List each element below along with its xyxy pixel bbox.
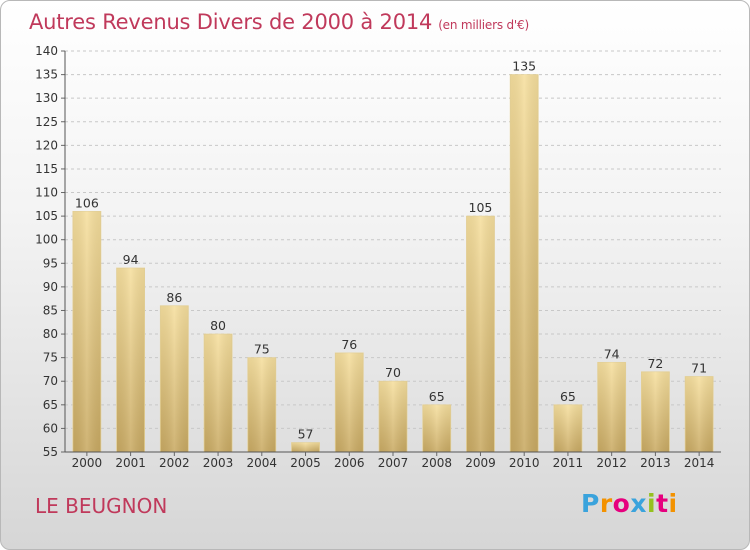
value-label-2014: 71 <box>691 361 707 376</box>
bar-shade-2005 <box>291 442 320 452</box>
value-label-2001: 94 <box>123 252 139 267</box>
value-label-2009: 105 <box>469 200 493 215</box>
x-tick-label-2014: 2014 <box>684 456 715 470</box>
y-tick-label: 55 <box>43 445 58 459</box>
x-tick-label-2005: 2005 <box>290 456 321 470</box>
y-tick-label: 80 <box>43 327 58 341</box>
x-tick-label-2002: 2002 <box>159 456 190 470</box>
x-tick-label-2012: 2012 <box>596 456 627 470</box>
x-tick-label-2007: 2007 <box>378 456 409 470</box>
y-tick-label: 105 <box>35 209 58 223</box>
value-label-2013: 72 <box>647 356 663 371</box>
y-tick-label: 115 <box>35 162 58 176</box>
value-label-2007: 70 <box>385 365 401 380</box>
x-tick-label-2000: 2000 <box>72 456 103 470</box>
x-tick-label-2001: 2001 <box>115 456 146 470</box>
value-label-2002: 86 <box>166 290 182 305</box>
y-tick-label: 95 <box>43 256 58 270</box>
y-tick-label: 100 <box>35 233 58 247</box>
value-label-2012: 74 <box>604 346 620 361</box>
bar-shade-2011 <box>553 404 582 452</box>
y-tick-label: 110 <box>35 186 58 200</box>
x-tick-label-2009: 2009 <box>465 456 496 470</box>
value-label-2003: 80 <box>210 318 226 333</box>
bar-shade-2001 <box>116 268 145 452</box>
proxiti-logo: Proxiti <box>581 489 678 518</box>
y-tick-label: 140 <box>35 44 58 58</box>
value-label-2008: 65 <box>429 389 445 404</box>
bar-shade-2008 <box>422 404 451 452</box>
y-tick-label: 65 <box>43 398 58 412</box>
bar-shade-2009 <box>466 216 495 452</box>
x-tick-label-2008: 2008 <box>421 456 452 470</box>
value-label-2004: 75 <box>254 342 270 357</box>
chart-title-text: Autres Revenus Divers de 2000 à 2014 <box>29 10 433 34</box>
x-tick-label-2011: 2011 <box>553 456 584 470</box>
x-tick-label-2003: 2003 <box>203 456 234 470</box>
chart-title: Autres Revenus Divers de 2000 à 2014 (en … <box>29 10 529 34</box>
place-name: LE BEUGNON <box>35 494 168 518</box>
x-tick-label-2013: 2013 <box>640 456 671 470</box>
y-tick-label: 135 <box>35 68 58 82</box>
bar-shade-2013 <box>641 371 670 452</box>
bar-shade-2000 <box>72 211 101 452</box>
x-tick-label-2010: 2010 <box>509 456 540 470</box>
y-tick-label: 75 <box>43 351 58 365</box>
bar-shade-2004 <box>247 357 276 452</box>
y-tick-label: 60 <box>43 421 58 435</box>
bar-shade-2003 <box>204 334 233 452</box>
bar-shade-2007 <box>379 381 407 452</box>
value-label-2010: 135 <box>512 59 536 74</box>
value-label-2000: 106 <box>75 195 99 210</box>
chart-unit: (en milliers d'€) <box>438 18 529 32</box>
y-tick-label: 130 <box>35 91 58 105</box>
y-tick-label: 85 <box>43 303 58 317</box>
y-tick-label: 120 <box>35 138 58 152</box>
bar-shade-2014 <box>685 376 714 452</box>
bar-shade-2002 <box>160 305 189 452</box>
y-tick-label: 70 <box>43 374 58 388</box>
bar-shade-2006 <box>335 352 364 452</box>
value-label-2005: 57 <box>298 427 314 442</box>
bar-shade-2012 <box>597 362 626 452</box>
x-tick-label-2006: 2006 <box>334 456 365 470</box>
bar-shade-2010 <box>510 74 539 453</box>
x-tick-label-2004: 2004 <box>247 456 278 470</box>
y-tick-label: 90 <box>43 280 58 294</box>
value-label-2006: 76 <box>341 337 357 352</box>
value-label-2011: 65 <box>560 389 576 404</box>
y-tick-label: 125 <box>35 115 58 129</box>
